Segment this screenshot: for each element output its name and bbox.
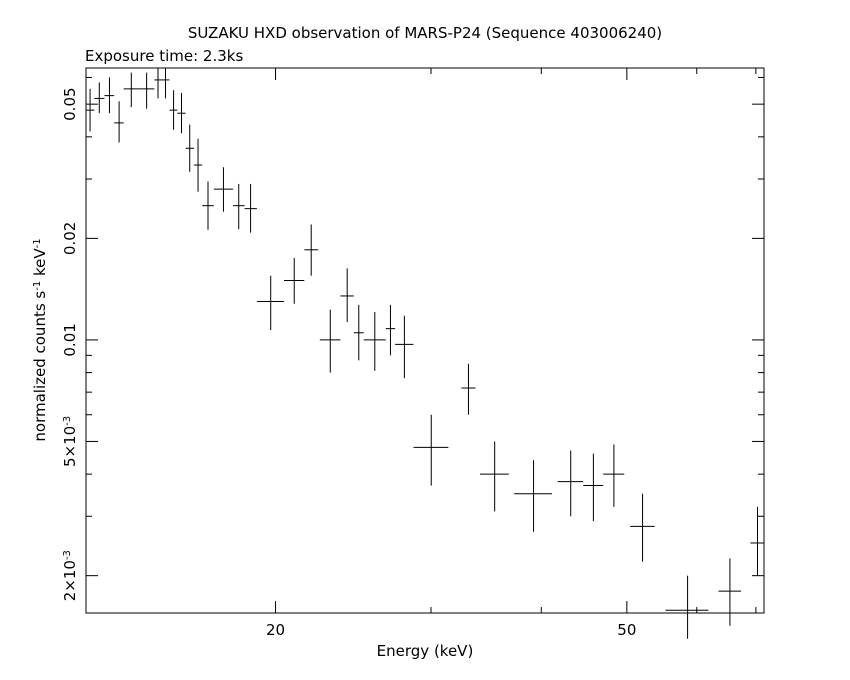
data-point <box>630 493 655 562</box>
y-tick-label: 2×10-3 <box>61 550 79 601</box>
data-point <box>161 68 170 99</box>
data-point <box>514 460 552 532</box>
chart-title: SUZAKU HXD observation of MARS-P24 (Sequ… <box>188 24 662 42</box>
x-axis-label: Energy (keV) <box>377 642 474 660</box>
y-tick-label: 5×10-3 <box>61 416 79 467</box>
data-point <box>353 304 364 361</box>
data-point <box>232 183 245 230</box>
chart-subtitle: Exposure time: 2.3ks <box>85 47 243 65</box>
data-point <box>665 575 709 639</box>
data-point <box>557 450 584 517</box>
data-point <box>114 101 124 143</box>
data-point <box>718 558 742 626</box>
data-point <box>202 181 214 230</box>
data-point <box>139 72 155 109</box>
data-point <box>154 68 162 99</box>
data-point <box>177 92 186 134</box>
x-tick-label: 50 <box>617 621 636 639</box>
data-point <box>244 183 257 233</box>
data-point <box>340 268 354 323</box>
data-point <box>583 453 604 522</box>
y-tick-label: 0.05 <box>61 87 79 120</box>
y-tick-label: 0.02 <box>61 222 79 255</box>
data-point <box>363 311 386 371</box>
data-point <box>86 88 95 132</box>
data-point <box>104 77 115 114</box>
data-point <box>461 363 476 415</box>
data-point <box>304 224 319 276</box>
data-point <box>750 506 764 576</box>
data-point <box>385 304 396 356</box>
plot-frame <box>85 67 765 614</box>
data-points <box>86 68 764 639</box>
data-point <box>395 315 414 379</box>
data-point <box>413 414 449 486</box>
y-tick-label: 0.01 <box>61 323 79 356</box>
data-point <box>123 72 140 108</box>
data-point <box>169 90 178 130</box>
axis-ticks <box>86 68 764 613</box>
data-point <box>185 124 195 172</box>
y-axis-label: normalized counts s-1 keV-1 <box>31 238 49 441</box>
data-point <box>213 167 233 212</box>
data-point <box>256 275 285 331</box>
data-point <box>319 309 341 373</box>
x-tick-label: 20 <box>266 621 285 639</box>
data-point <box>479 441 509 512</box>
data-point <box>194 138 203 192</box>
data-point <box>284 257 305 304</box>
axis-tick-labels: 20 50 0.05 0.02 0.01 5×10-3 2×10-3 <box>61 87 636 639</box>
data-point <box>94 82 105 114</box>
data-point <box>603 444 625 507</box>
